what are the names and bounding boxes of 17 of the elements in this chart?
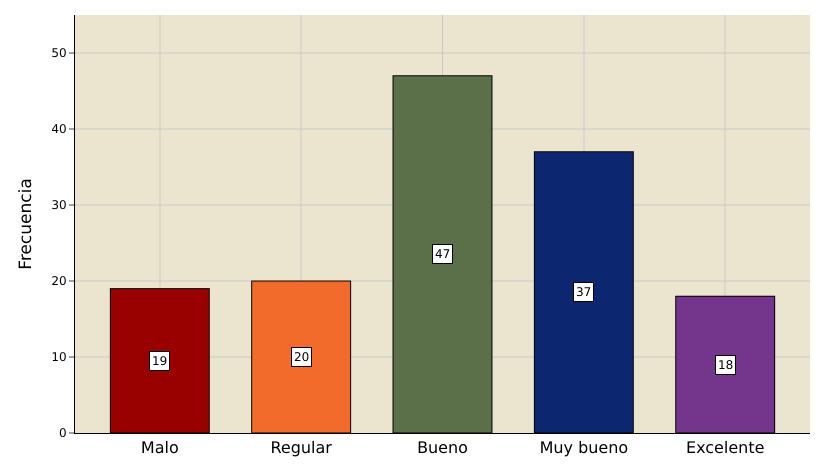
data-label: 19 — [152, 354, 168, 368]
x-tick-label: Muy bueno — [540, 438, 628, 458]
y-axis-title: Frecuencia — [16, 178, 36, 270]
x-tick-label: Bueno — [417, 438, 468, 458]
data-label: 37 — [576, 285, 592, 299]
y-tick-label: 40 — [51, 122, 67, 136]
data-label: 20 — [294, 350, 310, 364]
x-tick-label: Regular — [270, 438, 332, 458]
data-label: 18 — [718, 358, 734, 372]
y-tick-label: 10 — [51, 350, 67, 364]
y-tick-label: 30 — [51, 198, 67, 212]
data-label: 47 — [435, 247, 450, 261]
y-tick-label: 20 — [51, 274, 67, 288]
x-tick-label: Malo — [140, 438, 179, 458]
y-tick-label: 0 — [58, 426, 67, 440]
y-tick-label: 50 — [51, 46, 67, 60]
x-tick-label: Excelente — [686, 438, 764, 458]
